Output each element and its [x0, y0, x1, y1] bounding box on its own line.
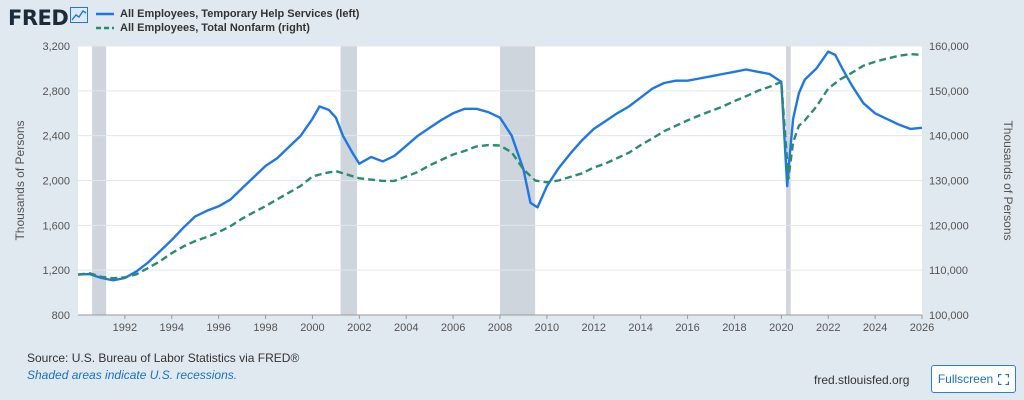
x-tick-label: 2024	[863, 322, 887, 334]
legend-item-temp-help: All Employees, Temporary Help Services (…	[96, 7, 359, 21]
y-right-tick-label: 100,000	[929, 310, 969, 322]
fullscreen-button[interactable]: Fullscreen	[931, 365, 1016, 393]
x-tick-label: 2018	[722, 322, 746, 334]
legend-item-total-nonfarm: All Employees, Total Nonfarm (right)	[96, 21, 359, 35]
x-tick-label: 2000	[300, 322, 324, 334]
y-left-tick-label: 3,200	[42, 41, 70, 53]
x-tick-label: 2012	[582, 322, 606, 334]
line-graph-icon	[70, 7, 88, 23]
source-note: Source: U.S. Bureau of Labor Statistics …	[27, 351, 300, 365]
y-right-tick-label: 130,000	[929, 176, 969, 188]
x-tick-label: 1996	[206, 322, 230, 334]
y-left-tick-label: 2,400	[42, 131, 70, 143]
fullscreen-label: Fullscreen	[937, 372, 994, 386]
y-left-tick-label: 2,000	[42, 176, 70, 188]
x-tick-label: 2004	[394, 322, 418, 334]
y-right-axis-title: Thousands of Persons	[1001, 120, 1015, 240]
y-left-tick-label: 800	[52, 310, 70, 322]
x-tick-label: 1994	[160, 322, 184, 334]
legend-swatch-solid	[96, 12, 114, 16]
expand-icon	[998, 373, 1010, 385]
y-right-tick-label: 140,000	[929, 131, 969, 143]
x-tick-label: 2022	[816, 322, 840, 334]
y-left-tick-label: 1,600	[42, 220, 70, 232]
fred-logo[interactable]: FRED	[8, 6, 69, 30]
legend-swatch-dashed	[96, 26, 114, 30]
x-tick-label: 2002	[347, 322, 371, 334]
series-line-temp-help	[77, 50, 923, 282]
line-chart[interactable]: 800 1,200 1,600 2,000 2,400 2,800 3,200 100,000…	[0, 0, 1024, 345]
y-right-tick-label: 160,000	[929, 41, 969, 53]
y-left-tick-label: 2,800	[42, 86, 70, 98]
legend-label-total-nonfarm: All Employees, Total Nonfarm (right)	[120, 22, 310, 34]
legend: All Employees, Temporary Help Services (…	[96, 7, 359, 35]
y-right-tick-label: 120,000	[929, 220, 969, 232]
legend-label-temp-help: All Employees, Temporary Help Services (…	[120, 8, 360, 20]
x-tick-label: 1998	[253, 322, 277, 334]
y-right-tick-label: 150,000	[929, 86, 969, 98]
recession-note: Shaded areas indicate U.S. recessions.	[27, 368, 238, 382]
x-tick-label: 2008	[488, 322, 512, 334]
x-tick-label: 1992	[113, 322, 137, 334]
y-right-tick-label: 110,000	[929, 265, 968, 277]
x-tick-label: 2026	[910, 322, 934, 334]
fred-url-link[interactable]: fred.stlouisfed.org	[814, 373, 910, 387]
x-tick-label: 2016	[675, 322, 699, 334]
x-tick-label: 2020	[769, 322, 793, 334]
y-left-tick-label: 1,200	[42, 265, 70, 277]
series-line-total-nonfarm	[77, 52, 923, 280]
x-tick-label: 2006	[441, 322, 465, 334]
x-tick-label: 2010	[535, 322, 559, 334]
x-tick-label: 2014	[628, 322, 652, 334]
y-left-axis-title: Thousands of Persons	[13, 120, 27, 240]
